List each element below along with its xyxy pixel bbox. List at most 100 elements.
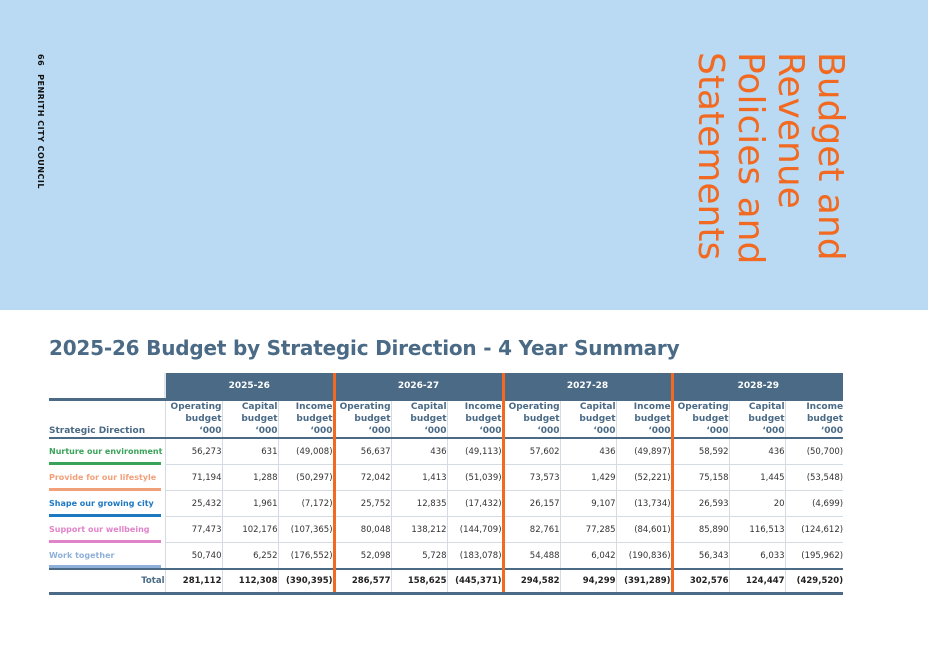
year-header: 2026-27 xyxy=(332,373,504,400)
direction-name: Provide for our lifestyle xyxy=(49,473,157,482)
total-value-cell: (391,289) xyxy=(615,568,673,595)
direction-name: Nurture our environment xyxy=(49,447,163,457)
page-title: 2025-26 Budget by Strategic Direction - … xyxy=(49,336,680,360)
value-cell: (50,700) xyxy=(784,438,844,465)
value-cell: (49,008) xyxy=(277,438,335,465)
total-value-cell: (445,371) xyxy=(446,568,504,595)
total-value-cell: 124,447 xyxy=(728,568,786,595)
total-value-cell: 158,625 xyxy=(390,568,448,595)
direction-name: Work together xyxy=(49,550,115,560)
section-title: Budget and Revenue Policies and Statemen… xyxy=(690,52,851,265)
year-header: 2025-26 xyxy=(163,373,335,400)
total-value-cell: 281,112 xyxy=(164,568,222,595)
value-cell: 6,033 xyxy=(728,542,786,570)
value-cell: 25,432 xyxy=(164,490,222,517)
value-cell: 12,835 xyxy=(390,490,448,517)
hero-banner xyxy=(0,0,928,310)
value-cell: 6,042 xyxy=(559,542,617,570)
direction-color-bar xyxy=(49,539,161,543)
total-value-cell: (429,520) xyxy=(784,568,844,595)
value-cell: (183,078) xyxy=(446,542,504,570)
column-header: Capital budget ‘000 xyxy=(221,398,278,439)
column-header: Income budget ‘000 xyxy=(615,398,673,439)
page-number: 66 xyxy=(36,54,45,67)
value-cell: 75,158 xyxy=(670,464,730,491)
column-header: Operating budget ‘000 xyxy=(164,398,222,439)
value-cell: (107,365) xyxy=(277,516,335,543)
value-cell: 73,573 xyxy=(501,464,561,491)
column-header: Capital budget ‘000 xyxy=(390,398,448,439)
value-cell: 26,157 xyxy=(501,490,561,517)
total-value-cell: 294,582 xyxy=(501,568,561,595)
value-cell: 138,212 xyxy=(390,516,448,543)
value-cell: 116,513 xyxy=(728,516,786,543)
column-header: Operating budget ‘000 xyxy=(670,398,730,439)
value-cell: 71,194 xyxy=(164,464,222,491)
page-marker: 66 PENRITH CITY COUNCIL xyxy=(36,54,45,189)
value-cell: 436 xyxy=(559,438,617,465)
value-cell: (50,297) xyxy=(277,464,335,491)
value-cell: 80,048 xyxy=(332,516,392,543)
column-header: Income budget ‘000 xyxy=(784,398,844,439)
value-cell: (4,699) xyxy=(784,490,844,517)
total-label: Total xyxy=(49,568,165,595)
value-cell: (7,172) xyxy=(277,490,335,517)
value-cell: 631 xyxy=(221,438,278,465)
table-row: Shape our growing city 25,432 1,961 (7,172)… xyxy=(49,490,844,517)
blank-header-cell xyxy=(49,373,165,400)
value-cell: 52,098 xyxy=(332,542,392,570)
value-cell: (52,221) xyxy=(615,464,673,491)
table-row: Nurture our environment 56,273 631 (49,008)… xyxy=(49,438,844,465)
value-cell: (190,836) xyxy=(615,542,673,570)
direction-color-bar xyxy=(49,513,161,517)
value-cell: 56,637 xyxy=(332,438,392,465)
total-value-cell: 286,577 xyxy=(332,568,392,595)
value-cell: 25,752 xyxy=(332,490,392,517)
value-cell: 77,473 xyxy=(164,516,222,543)
value-cell: 54,488 xyxy=(501,542,561,570)
total-value-cell: 112,308 xyxy=(221,568,278,595)
value-cell: (124,612) xyxy=(784,516,844,543)
year-header: 2027-28 xyxy=(501,373,673,400)
column-header: Capital budget ‘000 xyxy=(728,398,786,439)
column-header: Operating budget ‘000 xyxy=(501,398,561,439)
value-cell: (144,709) xyxy=(446,516,504,543)
column-header: Capital budget ‘000 xyxy=(559,398,617,439)
value-cell: (13,734) xyxy=(615,490,673,517)
value-cell: 102,176 xyxy=(221,516,278,543)
strategic-direction-label: Work together xyxy=(49,543,165,570)
value-cell: 77,285 xyxy=(559,516,617,543)
year-header-row: 2025-26 2026-27 2027-28 2028-29 xyxy=(49,373,844,400)
direction-color-bar xyxy=(49,487,161,491)
strategic-direction-label: Provide for our lifestyle xyxy=(49,465,165,491)
value-cell: 58,592 xyxy=(670,438,730,465)
value-cell: (176,552) xyxy=(277,542,335,570)
value-cell: 1,413 xyxy=(390,464,448,491)
value-cell: 1,961 xyxy=(221,490,278,517)
value-cell: 1,429 xyxy=(559,464,617,491)
value-cell: 50,740 xyxy=(164,542,222,570)
total-value-cell: (390,395) xyxy=(277,568,335,595)
direction-column-header: Strategic Direction xyxy=(49,398,165,439)
strategic-direction-label: Nurture our environment xyxy=(49,438,165,465)
value-cell: (84,601) xyxy=(615,516,673,543)
value-cell: 6,252 xyxy=(221,542,278,570)
value-cell: 436 xyxy=(728,438,786,465)
value-cell: 26,593 xyxy=(670,490,730,517)
value-cell: 85,890 xyxy=(670,516,730,543)
value-cell: 82,761 xyxy=(501,516,561,543)
value-cell: 72,042 xyxy=(332,464,392,491)
column-header-row: Strategic Direction Operating budget ‘00… xyxy=(49,398,844,439)
value-cell: 436 xyxy=(390,438,448,465)
total-value-cell: 94,299 xyxy=(559,568,617,595)
column-header: Income budget ‘000 xyxy=(277,398,335,439)
budget-table: 2025-26 2026-27 2027-28 2028-29 Strategi… xyxy=(49,373,844,595)
year-header: 2028-29 xyxy=(670,373,844,400)
column-header: Operating budget ‘000 xyxy=(332,398,392,439)
value-cell: (51,039) xyxy=(446,464,504,491)
value-cell: 5,728 xyxy=(390,542,448,570)
total-row: Total 281,112 112,308 (390,395) 286,577 158,6… xyxy=(49,568,844,595)
direction-color-bar xyxy=(49,461,161,465)
direction-name: Support our wellbeing xyxy=(49,525,150,534)
direction-name: Shape our growing city xyxy=(49,499,154,508)
